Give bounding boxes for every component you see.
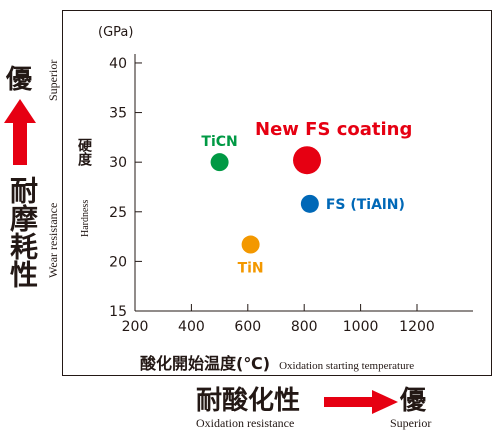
data-label: FS (TiAlN) — [326, 197, 405, 213]
x-tick-label: 800 — [291, 319, 318, 335]
superior-label-left-en: Superior — [46, 59, 60, 101]
wear-resistance-label-en: Wear resistance — [46, 202, 60, 278]
superior-label-bottom: 優 — [400, 386, 427, 416]
x-axis-label-jp: 酸化開始温度(℃) — [140, 354, 271, 373]
x-ticks: 200 400 600 800 1000 1200 — [122, 304, 435, 335]
x-axis-label-en: Oxidation starting temperature — [279, 360, 415, 372]
data-points: TiCN TiN New FS coating FS (TiAlN) — [201, 119, 412, 276]
right-arrow-icon — [324, 390, 398, 414]
data-label: TiCN — [201, 134, 237, 150]
wear-resistance-label-jp: 耐摩耗性 — [6, 176, 39, 288]
superior-label-bottom-en: Superior — [390, 416, 432, 430]
y-tick-label: 15 — [109, 304, 127, 320]
x-tick-label: 1200 — [399, 319, 435, 335]
oxidation-resistance-label-jp: 耐酸化性 — [196, 386, 301, 416]
x-tick-label: 600 — [234, 319, 261, 335]
y-tick-label: 30 — [109, 155, 127, 171]
x-axis-label: 酸化開始温度(℃) Oxidation starting temperature — [140, 350, 414, 374]
superior-label-left: 優 — [6, 65, 33, 95]
y-axis-label-jp: 硬度 — [76, 138, 92, 166]
data-point-new-fs-coating — [293, 146, 322, 175]
x-tick-label: 400 — [178, 319, 205, 335]
oxidation-resistance-label-en: Oxidation resistance — [196, 416, 295, 430]
data-point-tin — [241, 235, 260, 254]
y-axis-label-en: Hardness — [80, 199, 91, 237]
y-tick-label: 35 — [109, 106, 127, 122]
y-tick-label: 25 — [109, 205, 127, 221]
x-tick-label: 200 — [122, 319, 149, 335]
x-tick-label: 1000 — [343, 319, 379, 335]
up-arrow-icon — [4, 99, 36, 165]
y-ticks: 15 20 25 30 35 40 — [109, 56, 142, 320]
chart-frame — [62, 10, 492, 376]
y-axis-unit: (GPa) — [98, 25, 134, 40]
data-point-ticn — [210, 153, 229, 172]
data-point-fs-tialn- — [300, 194, 319, 213]
y-tick-label: 20 — [109, 254, 127, 270]
data-label: New FS coating — [255, 119, 412, 140]
y-tick-label: 40 — [109, 56, 127, 72]
data-label: TiN — [238, 261, 264, 277]
